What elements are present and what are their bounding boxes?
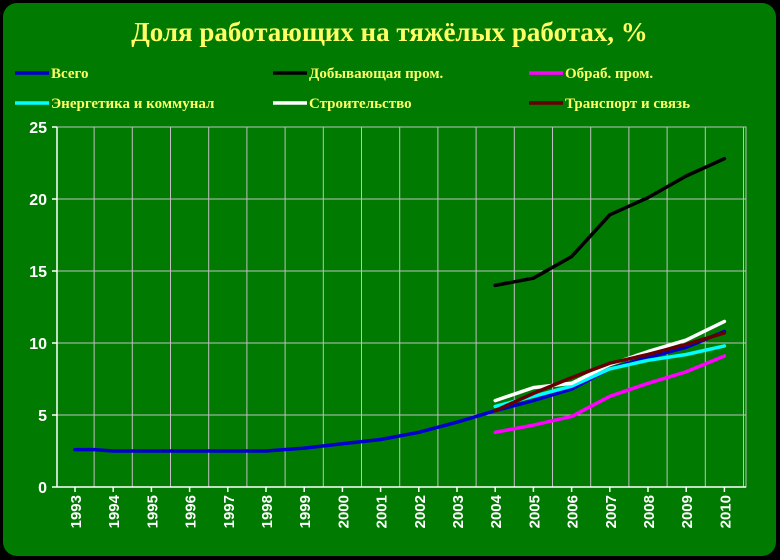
legend-label-6: Транспорт и связь [565,96,690,112]
x-tick-label: 2005 [526,495,543,528]
y-tick-label: 25 [29,120,47,137]
chart-title: Доля работающих на тяжёлых работах, % [131,17,648,47]
x-tick-label: 2009 [679,495,696,528]
x-tick-label: 2001 [374,495,391,528]
y-tick-label: 15 [29,264,47,281]
legend-label-3: Обраб. пром. [565,66,653,82]
legend-label-2: Добывающая пром. [309,66,444,82]
x-tick-label: 2000 [335,495,352,528]
series-line-6 [493,331,727,413]
x-tick-label: 1994 [106,494,123,528]
x-tick-label: 2008 [641,495,658,528]
x-tick-label: 1996 [183,495,200,528]
x-tick-label: 2002 [412,495,429,528]
y-tick-label: 0 [38,480,47,497]
y-tick-label: 20 [29,192,47,209]
chart-frame: Доля работающих на тяжёлых работах, % 0 5… [3,3,776,556]
x-tick-label: 1998 [259,495,276,528]
x-tick-label: 2007 [603,495,620,528]
series-line-4 [493,344,727,409]
x-tick-label: 1999 [297,495,314,528]
legend-label-5: Строительство [309,96,412,112]
x-tick-label: 1997 [221,495,238,528]
y-tick-label: 5 [38,408,47,425]
series-line-5 [493,319,727,403]
plot-border [56,126,747,488]
x-tick-label: 2010 [717,495,734,528]
legend-label-4: Энергетика и коммунал [51,96,215,112]
x-tick-label: 2004 [488,494,505,528]
legend-label-1: Всего [51,66,88,82]
series-line-2 [493,156,727,288]
series-line-3 [493,354,727,435]
x-tick-label: 2003 [450,495,467,528]
line-chart: 0 5 10 15 20 25 1993 1994 1995 1996 1997 1998 1999 20… [15,66,747,528]
x-tick-label: 1995 [144,495,161,528]
x-tick-label: 1993 [68,495,85,528]
y-tick-label: 10 [29,336,47,353]
x-tick-label: 2006 [565,495,582,528]
